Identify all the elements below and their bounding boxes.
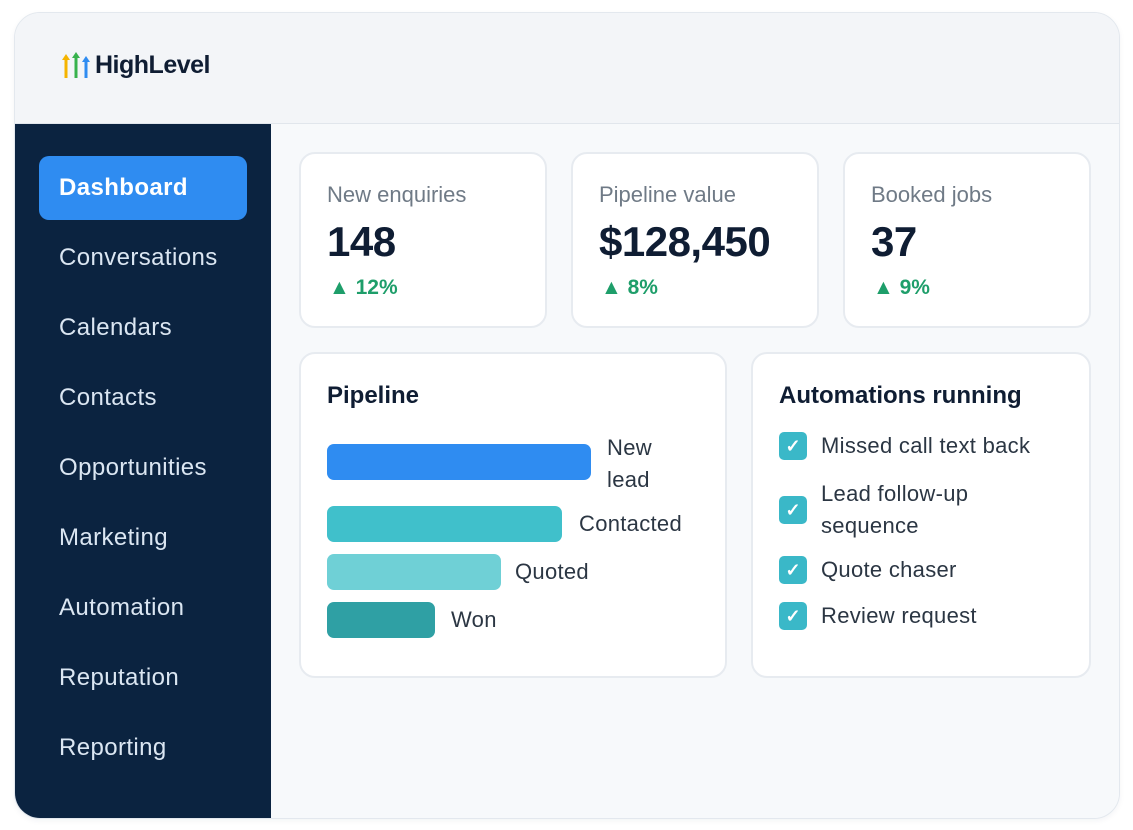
sidebar-item-marketing[interactable]: Marketing xyxy=(59,524,168,551)
sidebar-item-reputation[interactable]: Reputation xyxy=(59,664,180,691)
automation-label: Quote chaser xyxy=(821,557,957,582)
pipeline-bar-new-lead[interactable] xyxy=(327,444,591,480)
automation-item[interactable]: ✓ Quote chaser xyxy=(779,554,957,586)
automation-item[interactable]: ✓ Missed call text back xyxy=(779,430,1030,462)
checkbox-checked-icon[interactable]: ✓ xyxy=(779,556,807,584)
kpi-delta: ▲ 9% xyxy=(873,276,930,299)
automation-item[interactable]: ✓ Lead follow-up sequence xyxy=(779,478,1011,542)
highlevel-logo[interactable]: HighLevel xyxy=(61,51,210,80)
logo-text: HighLevel xyxy=(95,51,210,79)
sidebar-item-automation[interactable]: Automation xyxy=(59,594,185,621)
sidebar-item-opportunities[interactable]: Opportunities xyxy=(59,454,207,481)
pipeline-bar-quoted[interactable] xyxy=(327,554,501,590)
sidebar-item-contacts[interactable]: Contacts xyxy=(59,384,157,411)
kpi-card-booked-jobs[interactable]: Booked jobs 37 ▲ 9% xyxy=(843,152,1091,328)
checkbox-checked-icon[interactable]: ✓ xyxy=(779,602,807,630)
logo-arrows-icon xyxy=(62,51,90,78)
pipeline-title: Pipeline xyxy=(327,382,420,409)
kpi-value: $128,450 xyxy=(599,218,771,265)
sidebar-item-reporting[interactable]: Reporting xyxy=(59,734,167,761)
pipeline-label-contacted: Contacted xyxy=(579,511,682,536)
automation-item[interactable]: ✓ Review request xyxy=(779,600,977,632)
checkbox-checked-icon[interactable]: ✓ xyxy=(779,432,807,460)
kpi-label: Pipeline value xyxy=(599,182,736,207)
kpi-label: New enquiries xyxy=(327,182,467,207)
sidebar-item-dashboard[interactable]: Dashboard xyxy=(39,156,247,220)
pipeline-label-quoted: Quoted xyxy=(515,559,589,584)
kpi-value: 148 xyxy=(327,218,396,265)
checkbox-checked-icon[interactable]: ✓ xyxy=(779,496,807,524)
kpi-card-pipeline-value[interactable]: Pipeline value $128,450 ▲ 8% xyxy=(571,152,819,328)
pipeline-bar-contacted[interactable] xyxy=(327,506,562,542)
pipeline-label-new-lead: New lead xyxy=(607,435,652,492)
kpi-label: Booked jobs xyxy=(871,182,993,207)
pipeline-bar-won[interactable] xyxy=(327,602,435,638)
automations-title: Automations running xyxy=(779,382,1022,409)
kpi-card-new-enquiries[interactable]: New enquiries 148 ▲ 12% xyxy=(299,152,547,328)
kpi-delta: ▲ 12% xyxy=(329,276,398,299)
sidebar-item-conversations[interactable]: Conversations xyxy=(59,244,218,271)
pipeline-label-won: Won xyxy=(451,607,497,632)
sidebar: Dashboard Conversations Calendars Contac… xyxy=(15,124,271,818)
app-window: HighLevel Dashboard Conversations Calend… xyxy=(14,12,1120,819)
automation-label: Missed call text back xyxy=(821,433,1031,458)
kpi-delta: ▲ 8% xyxy=(601,276,658,299)
pipeline-card: Pipeline New lead Contacted Quoted Won xyxy=(299,352,727,678)
automation-label: Review request xyxy=(821,603,977,628)
kpi-value: 37 xyxy=(871,218,917,265)
automation-label: Lead follow-up sequence xyxy=(821,481,969,538)
dashboard-main: New enquiries 148 ▲ 12% Pipeline value $… xyxy=(271,124,1119,818)
sidebar-item-calendars[interactable]: Calendars xyxy=(59,314,172,341)
top-bar: HighLevel xyxy=(15,13,1119,124)
automations-card: Automations running ✓ Missed call text b… xyxy=(751,352,1091,678)
